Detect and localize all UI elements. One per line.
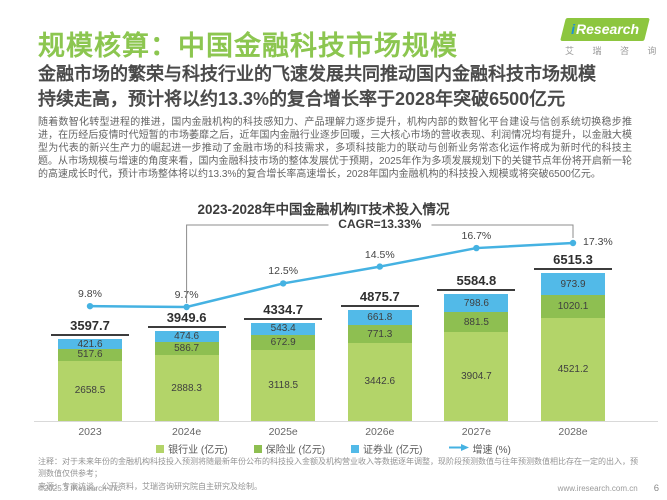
iresearch-logo: iResearch 艾 瑞 咨 询: [557, 18, 665, 57]
stacked-bar-2026e: 661.8 771.3 3442.6: [347, 310, 412, 421]
legend-swatch-icon: [253, 444, 262, 453]
stacked-bar-2023: 421.6 517.6 2658.5: [58, 339, 122, 421]
copyright-text: ©2025.3 iResearch Inc.: [38, 484, 122, 493]
bar-total-label-2024e: 3949.6: [166, 310, 207, 326]
insurance-segment-2025e: 672.9: [251, 334, 316, 351]
bar-total-label-2025e: 4334.7: [263, 301, 304, 317]
growth-point-2025e: [280, 280, 287, 287]
bar-total-label-2028e: 6515.3: [553, 252, 593, 268]
page-footer: ©2025.3 iResearch Inc. www.iresearch.com…: [38, 483, 659, 494]
logo-wordmark: iResearch: [571, 21, 639, 37]
chart-legend: 银行业 (亿元) 保险业 (亿元) 证券业 (亿元) 增速 (%): [0, 441, 667, 456]
bank-segment-2025e: 3118.5: [251, 350, 316, 421]
securities-segment-2026e: 661.8: [347, 310, 412, 326]
legend-label: 银行业 (亿元): [168, 445, 228, 456]
stacked-bar-2025e: 543.4 672.9 3118.5: [251, 322, 316, 421]
stacked-bar-2024e: 474.6 586.7 2888.3: [154, 331, 219, 421]
legend-label: 保险业 (亿元): [265, 445, 326, 456]
growth-label-2025e: 12.5%: [268, 265, 299, 278]
bar-total-rule-2026e: [340, 305, 419, 308]
logo-i-letter: i: [571, 21, 576, 37]
x-axis-label-2027e: 2027e: [461, 426, 491, 438]
legend-item-1: 保险业 (亿元): [253, 441, 326, 456]
logo-shape: iResearch: [560, 18, 650, 41]
bar-total-label-2027e: 5584.8: [456, 273, 497, 289]
logo-research-text: Research: [576, 21, 640, 37]
page-number: 6: [653, 483, 659, 494]
bar-total-rule-2025e: [244, 317, 323, 320]
bank-segment-2027e: 3904.7: [444, 332, 509, 421]
growth-label-2024e: 9.7%: [174, 289, 199, 301]
legend-label: 增速 (%): [472, 445, 511, 456]
chart-title: 2023-2028年中国金融机构IT技术投入情况: [197, 202, 450, 217]
legend-item-2: 证券业 (亿元): [351, 441, 423, 456]
growth-label-2028e: 17.3%: [583, 236, 613, 248]
securities-segment-2028e: 973.9: [541, 273, 605, 296]
stacked-bar-2027e: 798.6 881.5 3904.7: [444, 294, 509, 421]
growth-label-2023: 9.8%: [78, 288, 102, 301]
insurance-segment-2028e: 1020.1: [541, 295, 605, 319]
insurance-segment-2023: 517.6: [58, 348, 122, 361]
fintech-investment-chart: CAGR=13.33% 421.6 517.6 2658.5 3597.7 2023 9.…: [34, 217, 658, 444]
insurance-segment-2024e: 586.7: [154, 342, 219, 356]
footnote-source: 来源：专家访谈，公开资料，艾瑞咨询研究院自主研究及绘制。: [38, 481, 262, 491]
bank-segment-2026e: 3442.6: [347, 342, 412, 421]
growth-point-2027e: [473, 244, 480, 252]
insurance-segment-2026e: 771.3: [347, 325, 412, 343]
bank-segment-2028e: 4521.2: [541, 318, 605, 421]
growth-point-2024e: [183, 303, 190, 311]
legend-swatch-icon: [351, 444, 360, 453]
bar-total-rule-2028e: [534, 268, 612, 271]
legend-item-0: 银行业 (亿元): [156, 441, 228, 456]
bar-total-label-2026e: 4875.7: [359, 289, 400, 305]
bar-total-rule-2024e: [147, 326, 226, 329]
report-subtitle: 金融市场的繁荣与科技行业的飞速发展共同推动国内金融科技市场规模持续走高，预计将以…: [38, 64, 596, 109]
bar-total-rule-2027e: [437, 289, 516, 292]
growth-point-2028e: [569, 239, 577, 247]
x-axis-label-2025e: 2025e: [268, 426, 298, 438]
footnotes: 注释：对于未来年份的金融机构科技投入预测将随最新年份公布的科技投入金额及机构营业…: [38, 456, 640, 493]
footnote-annotation: 注释：对于未来年份的金融机构科技投入预测将随最新年份公布的科技投入金额及机构营业…: [38, 457, 638, 479]
x-axis-label-2024e: 2024e: [171, 426, 202, 438]
x-axis-line: [34, 421, 658, 422]
legend-swatch-icon: [156, 444, 165, 453]
legend-label: 证券业 (亿元): [363, 445, 423, 456]
website-url: www.iresearch.com.cn: [557, 484, 638, 493]
page-title: 规模核算：中国金融科技市场规模: [38, 31, 458, 61]
report-body-paragraph: 随着数智化转型进程的推进，国内金融机构的科技感知力、产品理解力逐步提升，机构内部…: [38, 117, 632, 180]
growth-point-2023: [86, 302, 94, 310]
x-axis-label-2026e: 2026e: [365, 426, 395, 438]
securities-segment-2024e: 474.6: [154, 331, 219, 342]
bank-segment-2023: 2658.5: [58, 360, 122, 421]
growth-label-2027e: 16.7%: [461, 230, 492, 243]
x-axis-label-2023: 2023: [78, 426, 102, 438]
securities-segment-2027e: 798.6: [444, 294, 509, 313]
growth-point-2026e: [376, 263, 383, 270]
bank-segment-2024e: 2888.3: [154, 355, 219, 421]
logo-chinese-name: 艾 瑞 咨 询: [565, 46, 665, 56]
legend-line-arrow-icon: [448, 443, 469, 455]
x-axis-label-2028e: 2028e: [558, 426, 588, 438]
bar-total-rule-2023: [51, 334, 129, 337]
legend-item-3: 增速 (%): [448, 441, 511, 456]
stacked-bar-2028e: 973.9 1020.1 4521.2: [541, 273, 605, 421]
securities-segment-2025e: 543.4: [251, 322, 316, 335]
cagr-annotation: CAGR=13.33%: [328, 217, 432, 231]
bar-total-label-2023: 3597.7: [70, 318, 110, 334]
growth-label-2026e: 14.5%: [364, 248, 395, 261]
insurance-segment-2027e: 881.5: [444, 312, 509, 333]
securities-segment-2023: 421.6: [58, 339, 122, 350]
